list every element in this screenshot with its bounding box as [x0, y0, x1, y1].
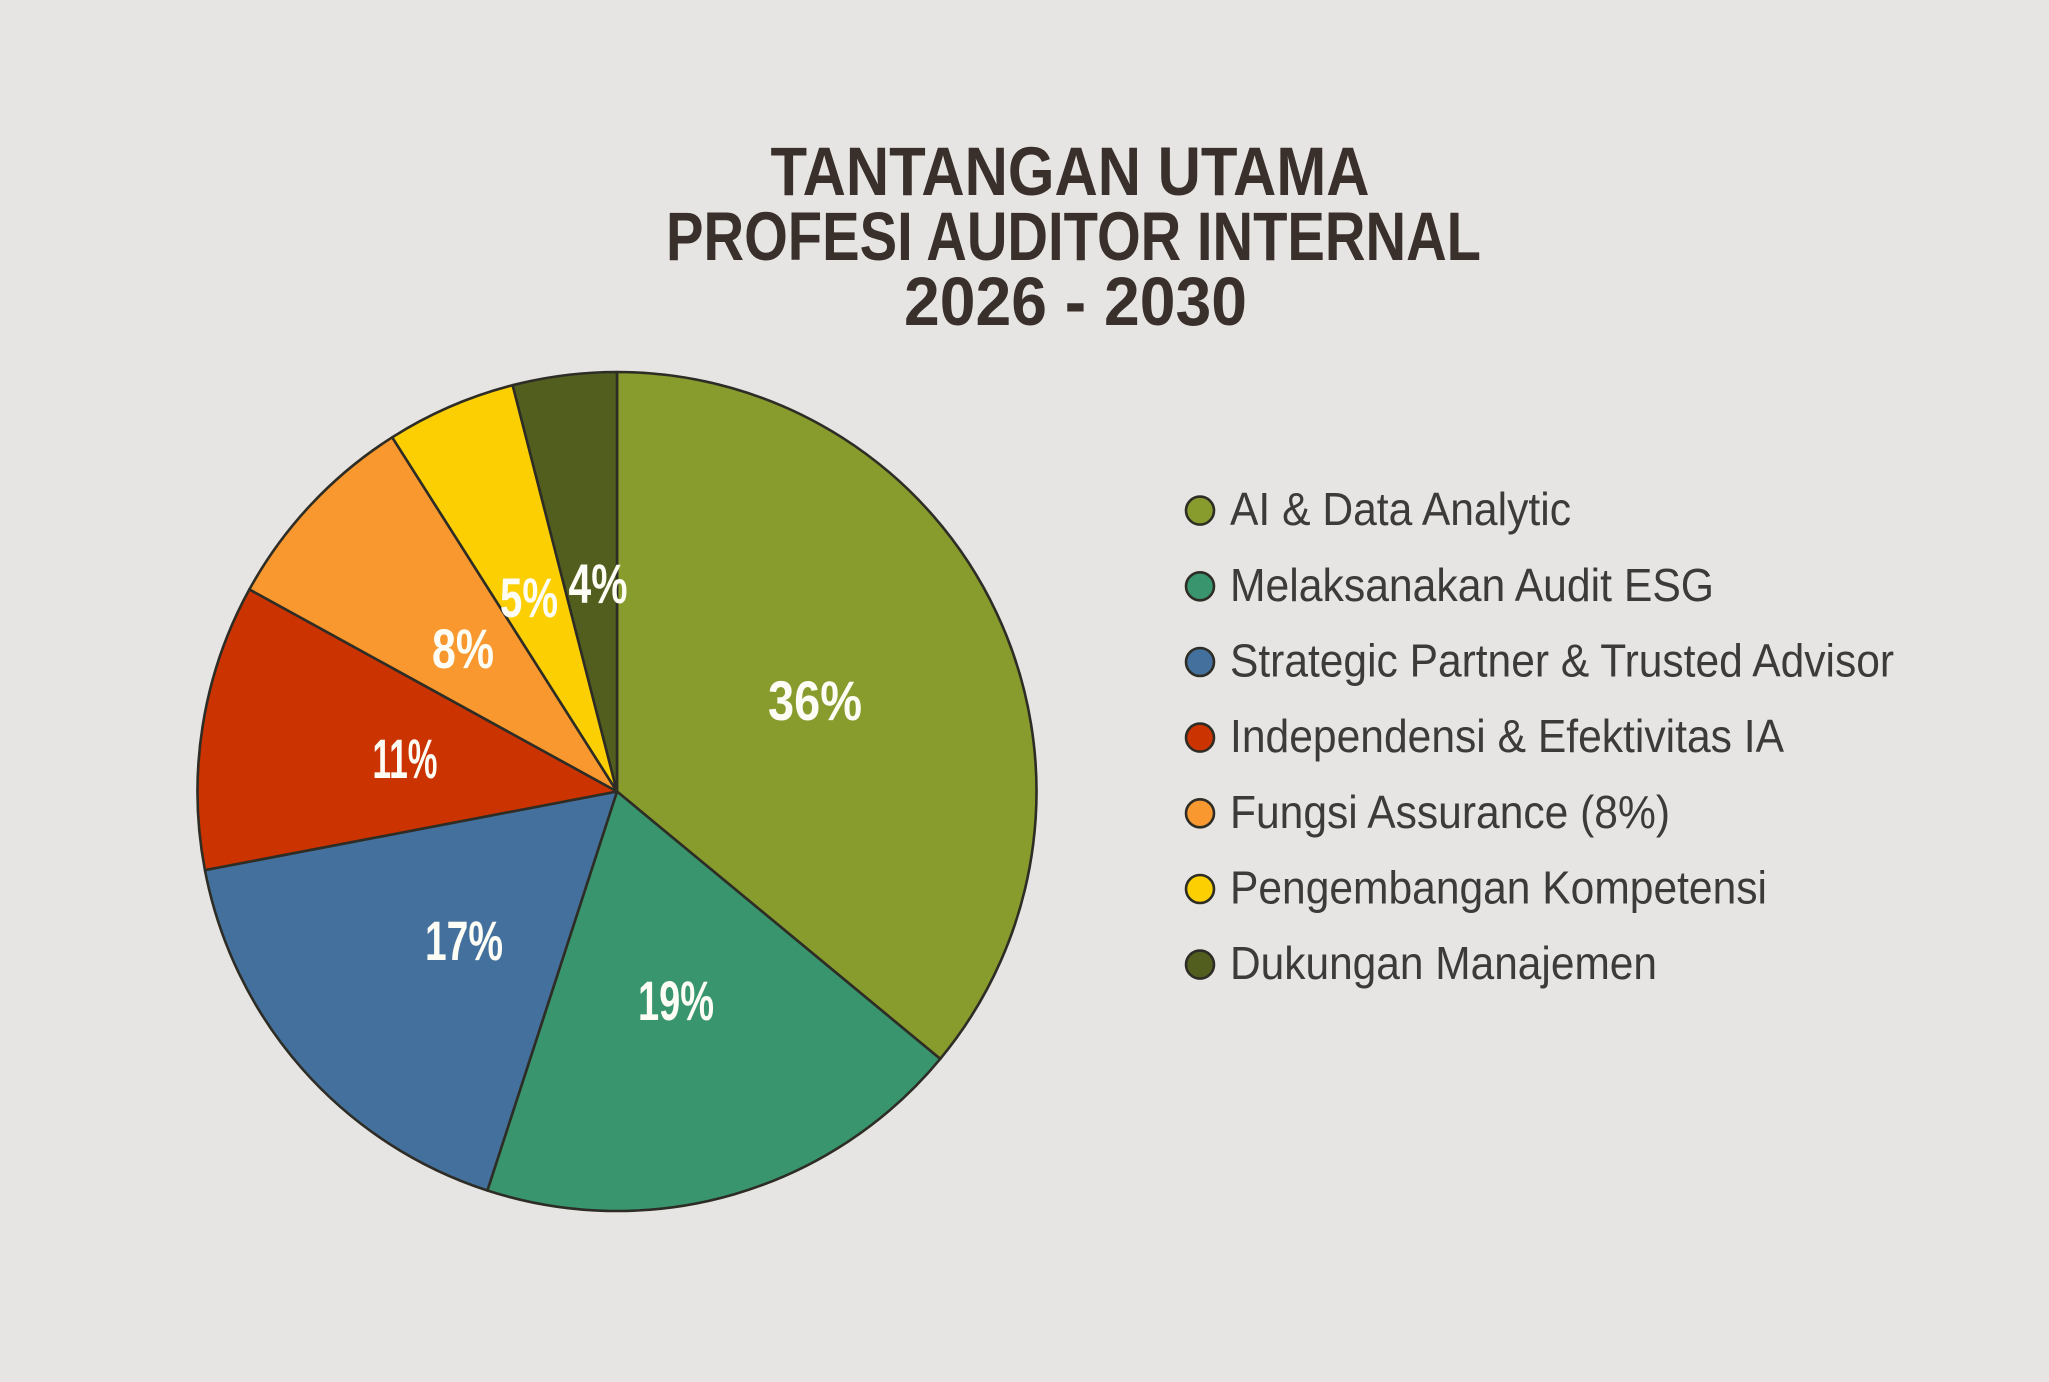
svg-text:2026 - 2030: 2026 - 2030 — [904, 263, 1247, 340]
svg-text:Independensi & Efektivitas IA: Independensi & Efektivitas IA — [1230, 710, 1784, 762]
svg-text:AI & Data Analytic: AI & Data Analytic — [1230, 483, 1571, 535]
svg-text:Pengembangan Kompetensi: Pengembangan Kompetensi — [1230, 862, 1767, 914]
svg-text:17%: 17% — [425, 909, 503, 972]
svg-text:PROFESI AUDITOR INTERNAL: PROFESI AUDITOR INTERNAL — [666, 198, 1481, 275]
svg-text:5%: 5% — [500, 566, 558, 629]
svg-text:11%: 11% — [373, 727, 438, 790]
svg-text:Dukungan Manajemen: Dukungan Manajemen — [1230, 937, 1657, 989]
svg-text:Fungsi Assurance (8%): Fungsi Assurance (8%) — [1230, 786, 1670, 838]
svg-text:Strategic Partner & Trusted Ad: Strategic Partner & Trusted Advisor — [1230, 635, 1894, 687]
svg-text:TANTANGAN UTAMA: TANTANGAN UTAMA — [771, 133, 1370, 210]
svg-text:8%: 8% — [432, 617, 494, 680]
svg-text:Melaksanakan Audit ESG: Melaksanakan Audit ESG — [1230, 559, 1714, 611]
svg-text:36%: 36% — [768, 669, 862, 732]
svg-text:19%: 19% — [638, 969, 714, 1032]
svg-text:4%: 4% — [569, 552, 628, 615]
